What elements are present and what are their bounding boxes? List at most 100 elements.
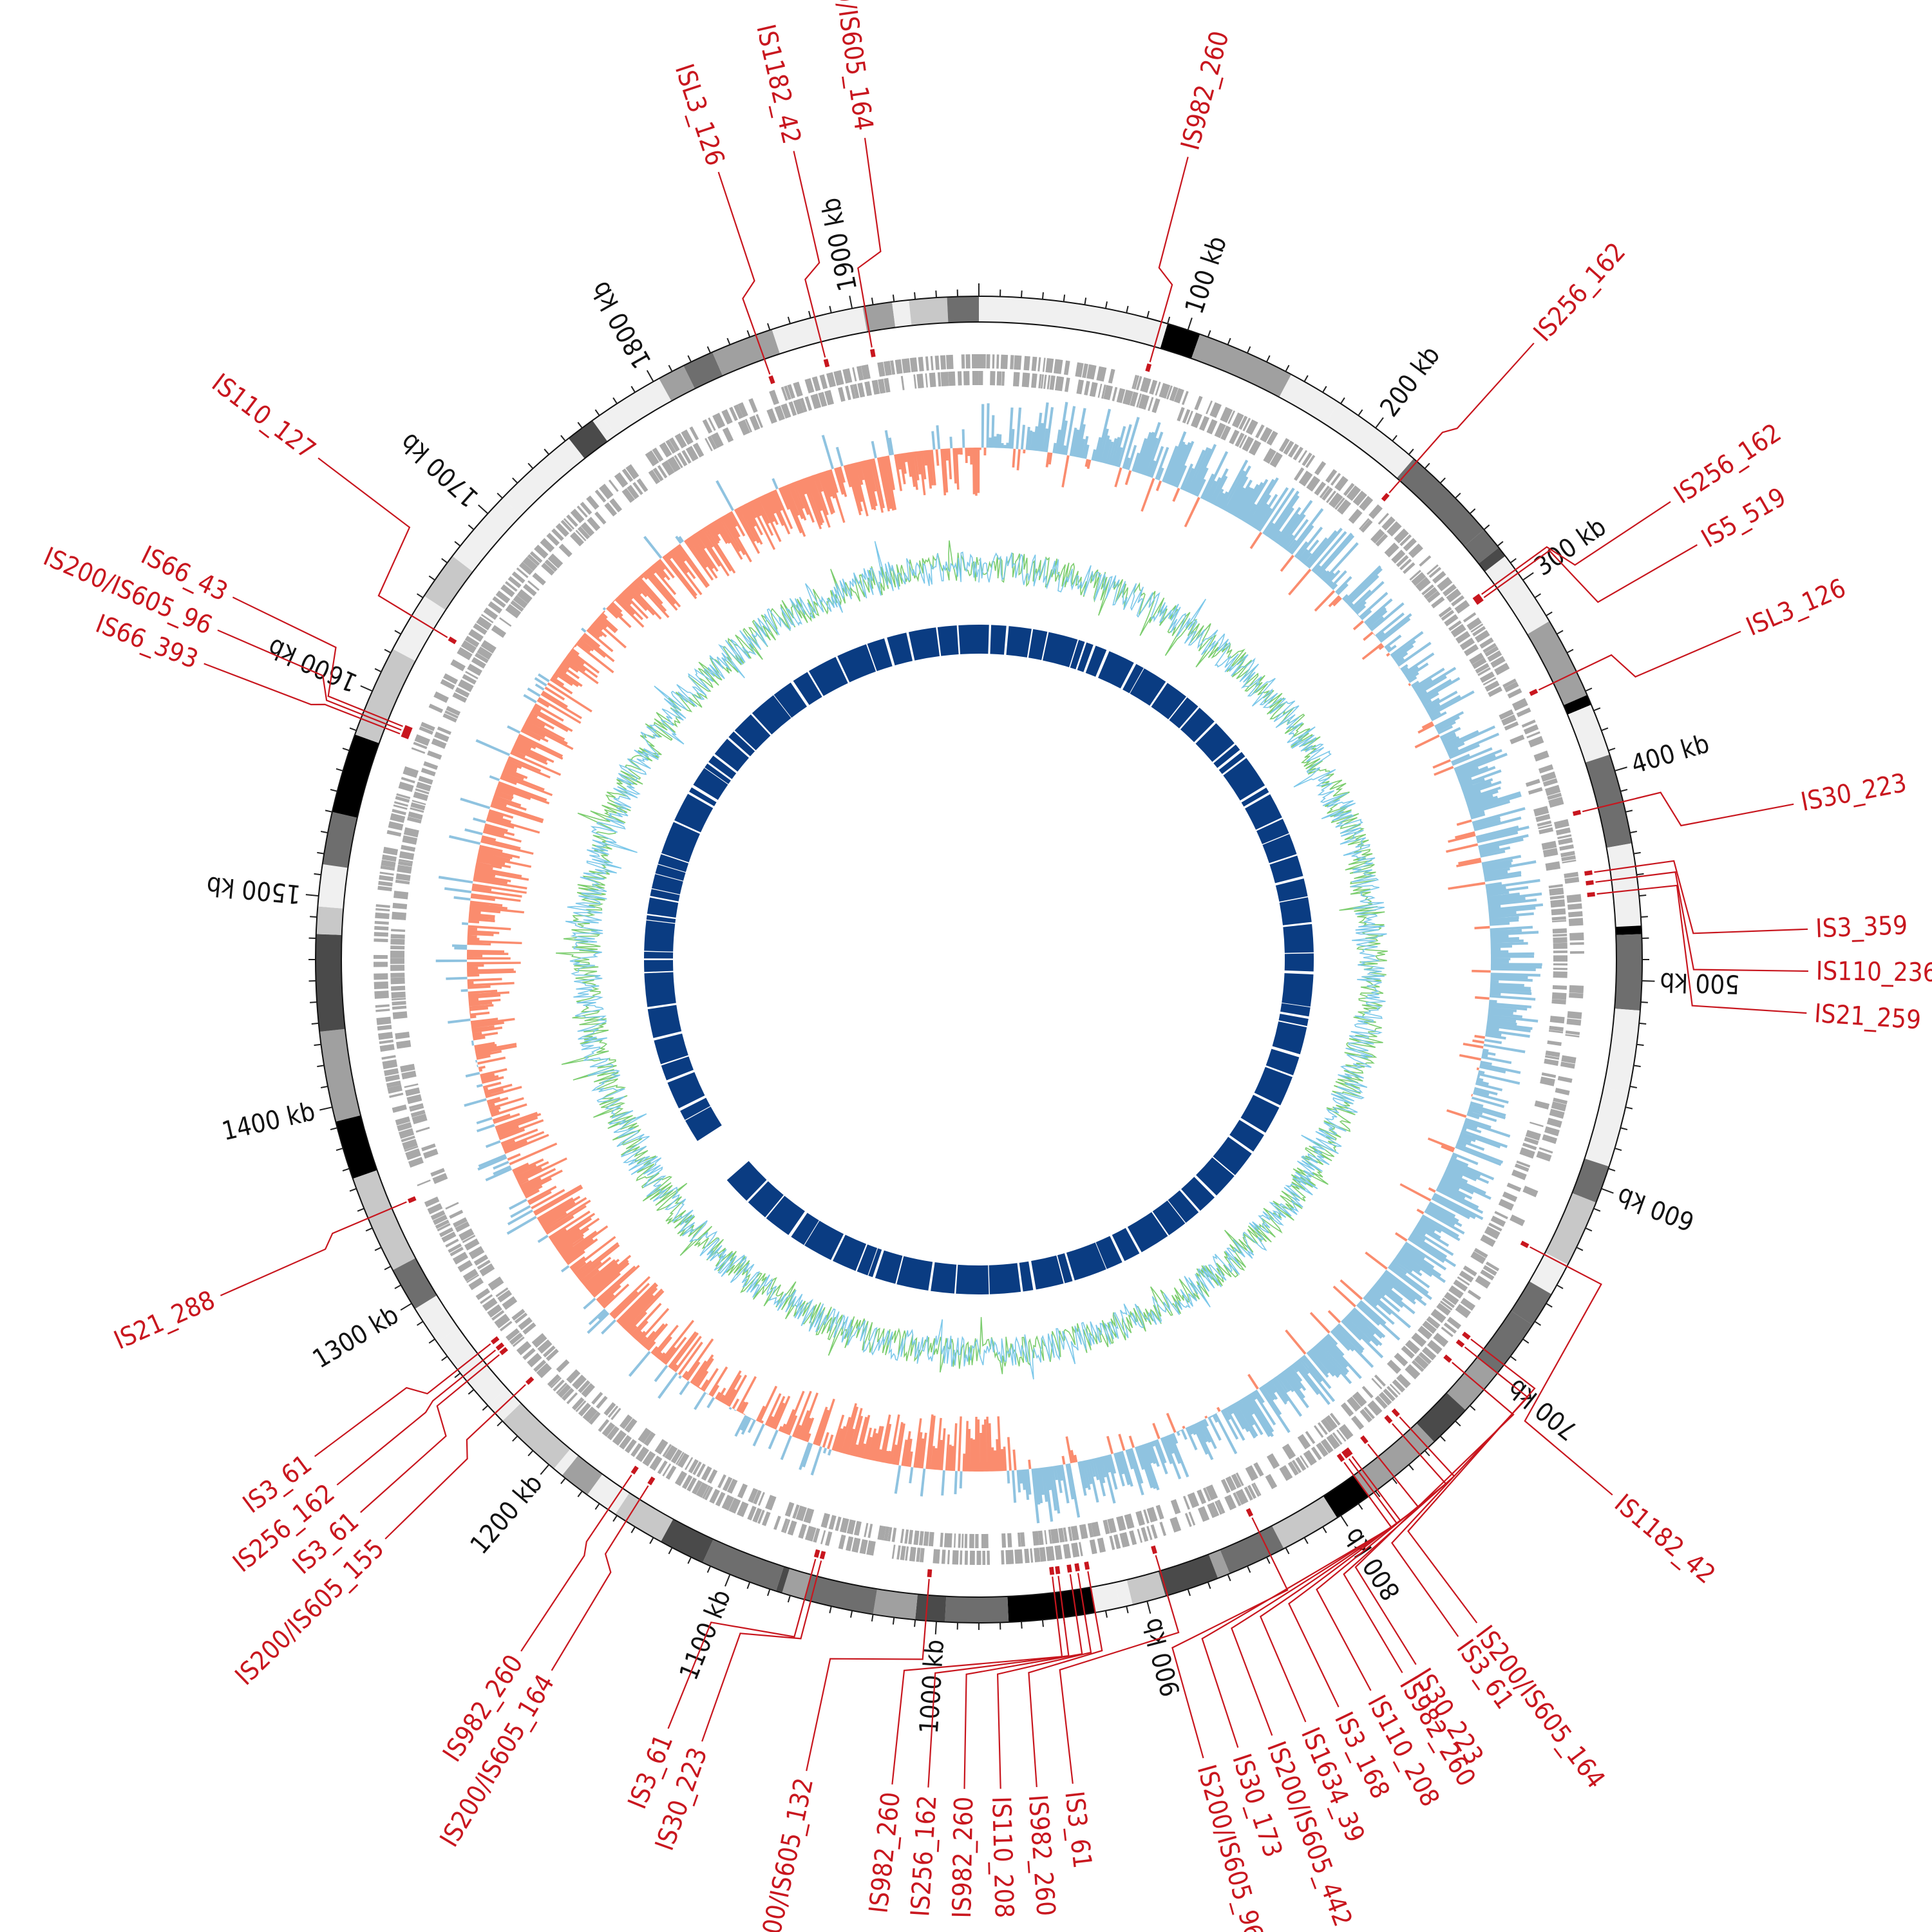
minor-tick: [1265, 355, 1271, 363]
gene-reverse: [755, 413, 763, 428]
gene-reverse: [1549, 1016, 1565, 1024]
gene-forward: [1443, 1322, 1457, 1334]
gene-forward: [608, 479, 619, 492]
inner-block: [1278, 1014, 1309, 1027]
gene-forward: [852, 367, 857, 382]
gene-forward: [1566, 1018, 1582, 1026]
gene-reverse: [581, 1383, 596, 1398]
gene-forward: [452, 1251, 469, 1265]
gene-forward: [475, 1288, 491, 1300]
gene-forward: [659, 442, 672, 458]
inner-block: [689, 787, 717, 806]
gene-reverse: [455, 1221, 470, 1233]
contig-segment: [502, 438, 585, 516]
gene-reverse: [1384, 542, 1399, 558]
gene-reverse: [594, 511, 607, 525]
inner-block: [1213, 1137, 1252, 1175]
gene-reverse: [979, 370, 983, 386]
gene-forward: [1220, 406, 1233, 423]
minor-tick: [746, 330, 751, 337]
gene-reverse: [871, 379, 880, 395]
gene-reverse: [853, 1520, 862, 1536]
is-marker: [490, 1336, 500, 1345]
is-label: IS200/IS605_132: [750, 1776, 819, 1932]
gene-reverse: [607, 1405, 619, 1418]
gene-forward: [1569, 942, 1584, 945]
gene-forward: [1470, 623, 1484, 633]
gene-forward: [612, 1430, 627, 1446]
gene-forward: [435, 1219, 450, 1229]
is-marker: [1344, 1447, 1353, 1457]
contig-segment: [601, 378, 672, 436]
gene-forward: [386, 1080, 401, 1088]
contig-segment: [1160, 323, 1200, 359]
gene-forward: [1569, 985, 1584, 994]
gene-forward: [1394, 528, 1409, 544]
gene-forward: [1053, 359, 1063, 374]
kb-label: 600 kb: [1613, 1181, 1698, 1236]
gene-forward: [798, 1524, 808, 1539]
gene-reverse: [1544, 1058, 1559, 1066]
gene-reverse: [458, 679, 474, 692]
contig-segment: [1353, 1423, 1435, 1497]
gene-reverse: [1399, 558, 1412, 571]
minor-tick: [1593, 707, 1601, 712]
gene-reverse: [395, 1032, 410, 1039]
gene-forward: [1374, 1396, 1388, 1409]
gene-forward: [374, 932, 388, 937]
contig-segment: [317, 864, 348, 909]
minor-tick: [1126, 1605, 1129, 1614]
gene-reverse: [396, 1040, 412, 1049]
gene-reverse: [722, 427, 734, 443]
gene-reverse: [818, 392, 828, 407]
gene-reverse: [884, 1526, 890, 1541]
gene-forward: [580, 502, 592, 515]
gene-reverse: [523, 583, 537, 596]
is-marker: [1066, 1564, 1072, 1573]
gene-reverse: [1409, 569, 1421, 581]
gene-reverse: [432, 1173, 448, 1184]
gene-reverse: [766, 408, 777, 424]
gene-forward: [480, 614, 494, 623]
gene-reverse: [722, 1476, 733, 1492]
gene-forward: [1149, 379, 1158, 395]
gene-reverse: [1206, 419, 1218, 435]
contig-segment: [1416, 1392, 1466, 1443]
gene-reverse: [392, 998, 406, 1001]
gene-forward: [1559, 844, 1574, 851]
gene-forward: [1184, 1513, 1192, 1528]
gene-reverse: [681, 450, 692, 464]
gene-forward: [1569, 951, 1584, 954]
gene-reverse: [1421, 584, 1434, 596]
gene-reverse: [707, 435, 717, 450]
minor-tick: [577, 422, 583, 429]
kb-label: 1900 kb: [816, 195, 863, 294]
contig-segment: [1615, 934, 1643, 1011]
gene-reverse: [846, 1519, 856, 1535]
gene-reverse: [398, 858, 413, 864]
inner-block: [1240, 1094, 1280, 1133]
minor-tick: [1265, 1557, 1271, 1564]
gene-reverse: [1506, 1182, 1522, 1192]
gene-reverse: [619, 1414, 633, 1430]
gene-forward: [630, 1443, 642, 1457]
gene-forward: [1129, 1530, 1137, 1546]
gene-reverse: [1186, 410, 1193, 425]
inner-block: [1262, 834, 1297, 864]
minor-tick: [1585, 687, 1593, 692]
gene-forward: [833, 370, 844, 386]
gene-forward: [594, 489, 607, 503]
gene-reverse: [1370, 529, 1385, 544]
gene-forward: [933, 1549, 940, 1564]
inner-block: [654, 1033, 688, 1065]
gene-reverse: [1541, 1072, 1557, 1078]
gene-reverse: [1475, 663, 1490, 674]
gene-forward: [905, 1546, 909, 1561]
minor-tick: [1483, 524, 1490, 531]
gene-reverse: [421, 1143, 436, 1151]
gc-content-track: [556, 540, 1388, 1379]
gene-forward: [1119, 1532, 1130, 1548]
gene-forward: [734, 404, 744, 419]
gene-forward: [1295, 1457, 1307, 1472]
gene-reverse: [1325, 490, 1336, 504]
